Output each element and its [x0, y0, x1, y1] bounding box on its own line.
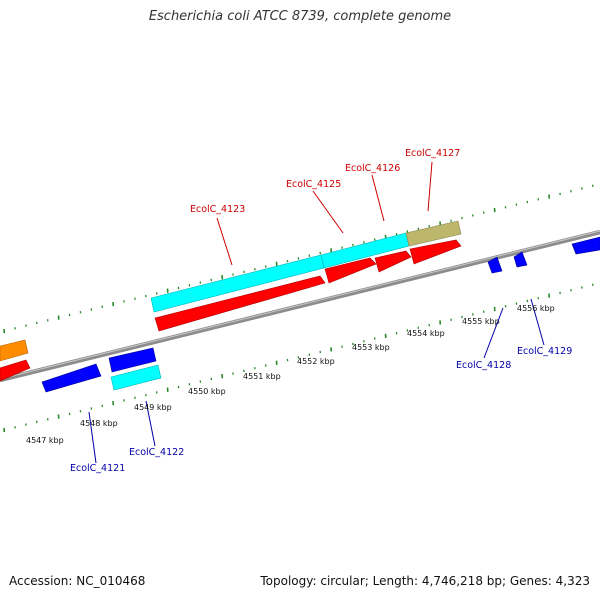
- gene-label-ecolc-4125[interactable]: EcolC_4125: [286, 179, 341, 190]
- outer-tick-track: [3, 184, 594, 334]
- tick-label: 4554 kbp: [407, 329, 445, 338]
- gene-label-ecolc-4121[interactable]: EcolC_4121: [70, 463, 125, 474]
- topology-text: Topology: circular; Length: 4,746,218 bp…: [260, 574, 590, 588]
- connector-ecolc-4122: [145, 400, 156, 447]
- tick-label: 4549 kbp: [134, 403, 172, 412]
- accession-text: Accession: NC_010468: [9, 574, 146, 588]
- inner-tick-track: [3, 283, 594, 433]
- connector-ecolc-4128: [483, 307, 504, 359]
- genome-backbone: [0, 229, 600, 383]
- gene-feature-ecolc-4129[interactable]: [513, 251, 528, 268]
- left-feature-orange[interactable]: [0, 339, 29, 362]
- connector-ecolc-4123: [216, 217, 233, 266]
- gene-feature-ecolc-4128[interactable]: [487, 256, 503, 274]
- gene-labels-top: EcolC_4123 EcolC_4125 EcolC_4126 EcolC_4…: [190, 148, 460, 215]
- connector-ecolc-4126: [371, 174, 385, 222]
- connector-ecolc-4127: [427, 161, 433, 212]
- tick-label: 4548 kbp: [80, 419, 118, 428]
- connector-ecolc-4129: [530, 298, 545, 346]
- gene-feature-ecolc-4121[interactable]: [41, 363, 102, 393]
- tick-label: 4556 kbp: [517, 304, 555, 313]
- gene-label-ecolc-4127[interactable]: EcolC_4127: [405, 148, 460, 159]
- connector-ecolc-4125: [312, 190, 344, 234]
- map-title: Escherichia coli ATCC 8739, complete gen…: [148, 9, 452, 24]
- cds-feature-4[interactable]: [409, 239, 462, 265]
- tick-label: 4551 kbp: [243, 372, 281, 381]
- tick-label: 4553 kbp: [352, 343, 390, 352]
- tick-label: 4555 kbp: [462, 317, 500, 326]
- gene-label-ecolc-4126[interactable]: EcolC_4126: [345, 163, 400, 174]
- cds-feature-3[interactable]: [374, 250, 412, 273]
- cds-feature-2[interactable]: [324, 257, 377, 284]
- blue-feature-2[interactable]: [108, 347, 157, 373]
- gene-feature-ecolc-4122[interactable]: [110, 364, 162, 391]
- gene-label-ecolc-4122[interactable]: EcolC_4122: [129, 447, 184, 458]
- gene-labels-bottom: EcolC_4121 EcolC_4122 EcolC_4128 EcolC_4…: [70, 346, 572, 474]
- blue-feature-right[interactable]: [571, 236, 600, 255]
- tick-labels: 4547 kbp 4548 kbp 4549 kbp 4550 kbp 4551…: [26, 304, 555, 445]
- label-connectors: [88, 161, 545, 464]
- gene-label-ecolc-4128[interactable]: EcolC_4128: [456, 360, 511, 371]
- gene-label-ecolc-4129[interactable]: EcolC_4129: [517, 346, 572, 357]
- left-feature-red[interactable]: [0, 359, 31, 382]
- connector-ecolc-4121: [88, 411, 97, 464]
- tick-label: 4552 kbp: [297, 357, 335, 366]
- tick-label: 4550 kbp: [188, 387, 226, 396]
- genome-backbone-highlight: [0, 230, 600, 380]
- cds-feature-1[interactable]: [154, 275, 326, 332]
- gene-label-ecolc-4123[interactable]: EcolC_4123: [190, 204, 245, 215]
- tick-label: 4547 kbp: [26, 436, 64, 445]
- gene-feature-ecolc-4127[interactable]: [405, 220, 462, 247]
